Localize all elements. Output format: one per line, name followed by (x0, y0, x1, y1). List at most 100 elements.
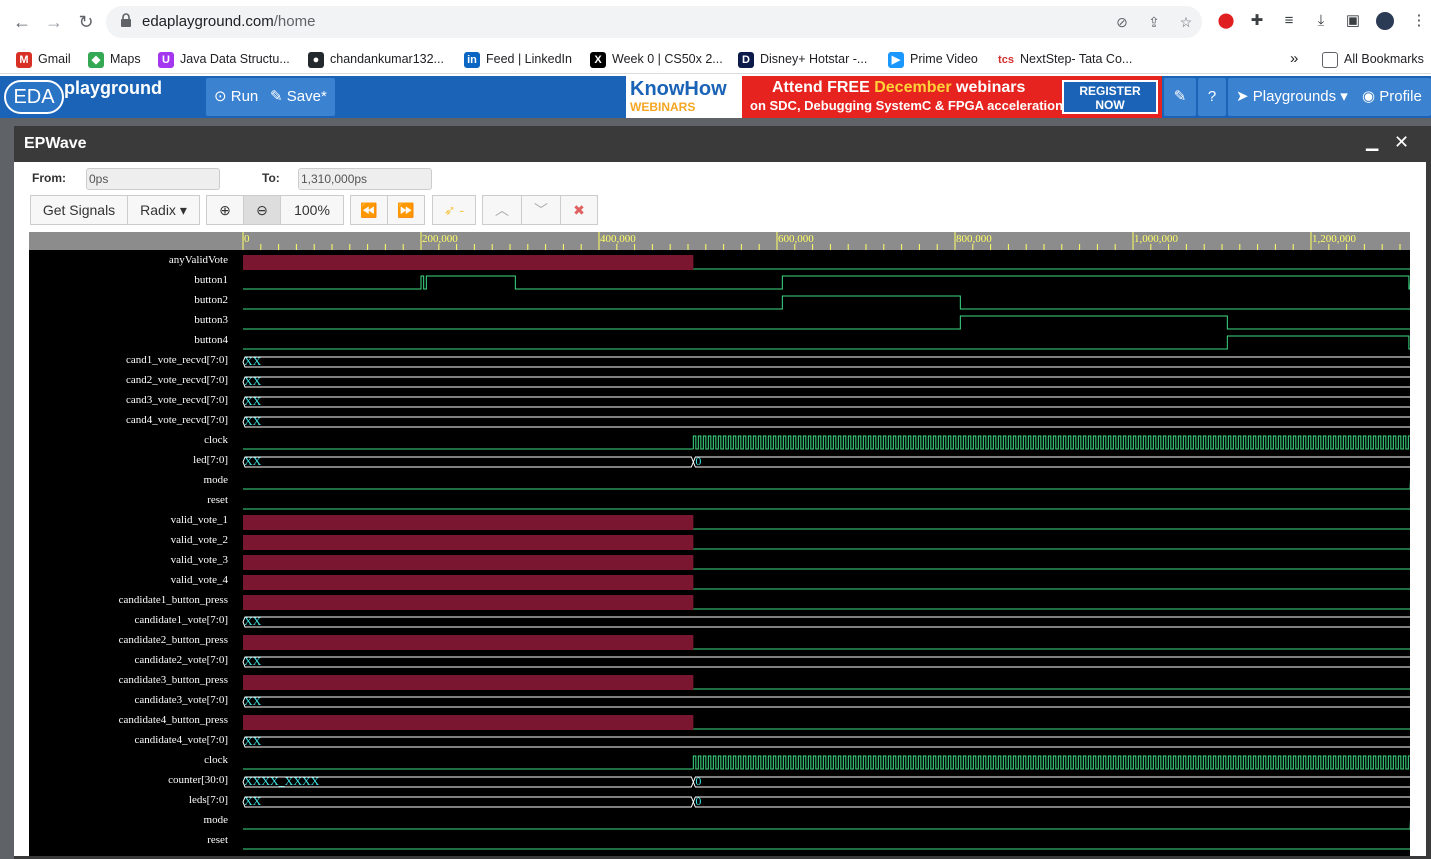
signal-name[interactable]: cand2_vote_recvd[7:0] (125, 374, 228, 386)
signal-name[interactable]: reset (207, 494, 228, 506)
address-bar[interactable]: edaplayground.com/home ⊘ ⇪ ☆ (106, 6, 1202, 38)
lock-icon (121, 13, 131, 27)
signal-name[interactable]: button4 (194, 334, 228, 346)
radix-button[interactable]: Radix ▾ (127, 195, 200, 225)
bookmark-hotstar[interactable]: D Disney+ Hotstar -... (738, 51, 867, 69)
signal-name[interactable]: candidate2_vote[7:0] (134, 654, 228, 666)
move-down-icon[interactable]: ﹀ (521, 195, 561, 225)
save-button[interactable]: ✎ Save* (262, 78, 335, 116)
banner-brand: KnowHow (630, 78, 727, 100)
waveform-panel[interactable]: 0 200,000 400,000 600,000 800,000 1,000,000 1,… (29, 232, 1410, 856)
bus-segment (242, 696, 1410, 708)
get-signals-button[interactable]: Get Signals (30, 195, 128, 225)
signal-name[interactable]: anyValidVote (168, 254, 228, 266)
playgrounds-label: Playgrounds (1252, 88, 1337, 105)
eye-slash-icon[interactable]: ⊘ (1116, 14, 1128, 30)
signal-name[interactable]: candidate3_button_press (118, 674, 228, 686)
side-panel-icon[interactable]: ▣ (1345, 12, 1361, 29)
signal-name[interactable]: candidate2_button_press (118, 634, 228, 646)
udemy-icon: U (158, 51, 174, 68)
download-icon[interactable]: ⤓ (1317, 12, 1325, 29)
all-bookmarks[interactable]: All Bookmarks (1322, 51, 1424, 69)
signal-name[interactable]: led[7:0] (193, 454, 228, 466)
edit-icon[interactable]: ✎ (1164, 78, 1196, 116)
folder-icon (1322, 51, 1338, 68)
bookmark-github[interactable]: ● chandankumar132... (308, 51, 444, 69)
signal-name[interactable]: valid_vote_3 (170, 554, 228, 566)
bookmarks-overflow[interactable]: » (1290, 50, 1299, 67)
reload-icon[interactable]: ↻ (78, 12, 94, 32)
signal-name[interactable]: valid_vote_4 (170, 574, 228, 586)
eda-logo[interactable]: EDA (4, 80, 64, 114)
run-label: Run (230, 88, 259, 105)
signal-name[interactable]: cand1_vote_recvd[7:0] (125, 354, 228, 366)
signal-name[interactable]: candidate4_button_press (118, 714, 228, 726)
all-bookmarks-label: All Bookmarks (1344, 52, 1424, 66)
knowhow-logo (626, 76, 742, 118)
bookmark-maps[interactable]: ◆ Maps (88, 51, 141, 69)
browser-chrome: ← → ↻ edaplayground.com/home ⊘ ⇪ ☆ ⬤ ✚ ≡… (0, 0, 1431, 76)
signal-name[interactable]: clock (204, 754, 228, 766)
signal-name[interactable]: reset (207, 834, 228, 846)
back-icon[interactable]: ← (13, 12, 31, 32)
star-icon[interactable]: ☆ (1179, 14, 1193, 30)
signal-name[interactable]: cand4_vote_recvd[7:0] (125, 414, 228, 426)
help-icon[interactable]: ? (1198, 78, 1226, 116)
reading-list-icon[interactable]: ≡ (1284, 12, 1294, 29)
time-ruler[interactable]: 0 200,000 400,000 600,000 800,000 1,000,000 1,… (29, 232, 1410, 250)
signal-name[interactable]: candidate4_vote[7:0] (134, 734, 228, 746)
ruler-label: 1,000,000 (1134, 233, 1178, 245)
bookmark-gmail[interactable]: M Gmail (16, 51, 71, 69)
signal-name[interactable]: button2 (194, 294, 228, 306)
run-button[interactable]: ⊙ Run (206, 78, 267, 116)
bus-value: XX (244, 454, 262, 468)
bus-value: 0 (695, 454, 702, 468)
signal-name[interactable]: button1 (194, 274, 228, 286)
register-button[interactable]: REGISTER NOW (1062, 80, 1158, 114)
signal-name[interactable]: cand3_vote_recvd[7:0] (125, 394, 228, 406)
minimize-icon[interactable]: ▁ (1366, 134, 1379, 151)
bookmark-tcs[interactable]: tcs NextStep- Tata Co... (998, 51, 1132, 69)
extensions-icon[interactable]: ✚ (1250, 12, 1264, 29)
url-path: /home (273, 13, 316, 30)
bookmark-linkedin[interactable]: in Feed | LinkedIn (464, 51, 572, 69)
menu-icon[interactable]: ⋮ (1411, 12, 1427, 29)
forward-icon[interactable]: → (45, 12, 63, 32)
signal-name[interactable]: candidate1_button_press (118, 594, 228, 606)
adblock-icon[interactable]: ⬤ (1217, 12, 1235, 29)
bookmark-label: Java Data Structu... (180, 52, 290, 66)
jump-end-icon[interactable]: ⏩ (387, 195, 425, 225)
signal-name[interactable]: leds[7:0] (188, 794, 228, 806)
from-field[interactable]: 0ps (86, 168, 220, 190)
avatar[interactable] (1376, 12, 1394, 30)
signal-name[interactable]: button3 (194, 314, 228, 326)
ruler-label: 800,000 (956, 233, 992, 245)
signal-name[interactable]: valid_vote_1 (170, 514, 228, 526)
signal-name[interactable]: clock (204, 434, 228, 446)
close-icon[interactable]: ✕ (1394, 132, 1410, 152)
bookmark-cs50[interactable]: X Week 0 | CS50x 2... (590, 51, 723, 69)
zoom-level[interactable]: 100% (280, 195, 344, 225)
webinar-banner[interactable]: KnowHow WEBINARS Attend FREE December we… (626, 76, 1162, 118)
signal-name[interactable]: candidate1_vote[7:0] (134, 614, 228, 626)
bookmark-prime-video[interactable]: ▶ Prime Video (888, 51, 978, 69)
bookmark-udemy[interactable]: U Java Data Structu... (158, 51, 290, 69)
zoom-out-icon[interactable]: ⊖ (243, 195, 281, 225)
signal-name[interactable]: valid_vote_2 (170, 534, 228, 546)
delete-signal-icon[interactable]: ✖ (560, 195, 598, 225)
playgrounds-menu[interactable]: ➤ Playgrounds ▾ (1228, 78, 1356, 116)
signal-name[interactable]: counter[30:0] (168, 774, 228, 786)
signal-name[interactable]: mode (203, 474, 228, 486)
profile-menu[interactable]: ◉ Profile ▾ (1354, 78, 1431, 143)
move-up-icon[interactable]: ︿ (482, 195, 522, 225)
zoom-in-icon[interactable]: ⊕ (206, 195, 244, 225)
signal-name[interactable]: candidate3_vote[7:0] (134, 694, 228, 706)
x-state-region (243, 595, 694, 610)
to-field[interactable]: 1,310,000ps (298, 168, 432, 190)
jump-start-icon[interactable]: ⏪ (350, 195, 388, 225)
share-icon[interactable]: ⇪ (1148, 14, 1160, 30)
url-host: edaplayground.com (142, 13, 274, 30)
cursor-marker-icon[interactable]: ➶ - (432, 195, 476, 225)
to-label: To: (262, 171, 280, 185)
signal-name[interactable]: mode (203, 814, 228, 826)
